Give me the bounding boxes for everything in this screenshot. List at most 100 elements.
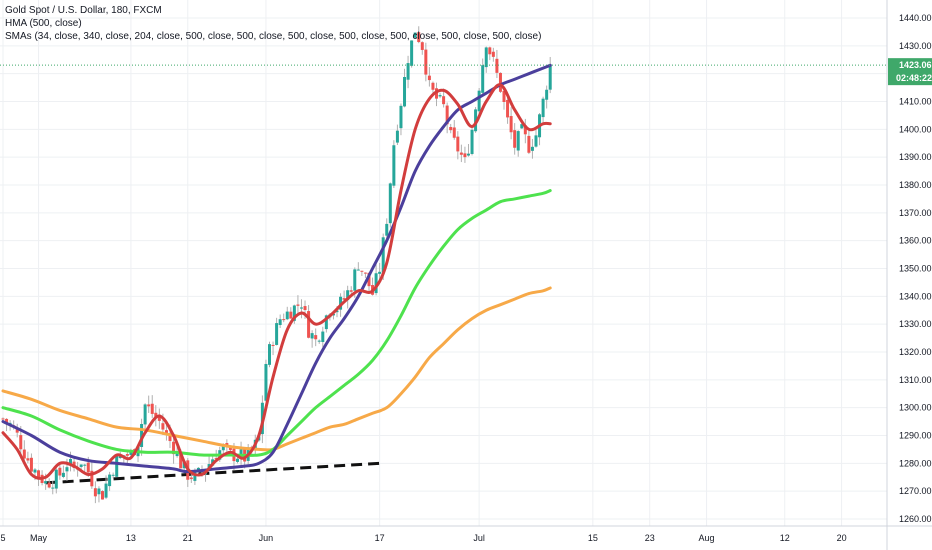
time-tick-label: 15 [588,533,598,543]
candle-up [395,130,399,143]
candle-down [445,105,449,125]
price-tick-label: 1440.00 [899,13,932,23]
candle-up [353,269,357,291]
candle-down [154,412,158,418]
candle-down [58,467,62,476]
candle-down [527,135,531,153]
candle-down [100,491,104,500]
candle-up [69,458,73,466]
candle-up [324,315,328,330]
candle-up [83,464,87,466]
candle-up [406,63,410,80]
candle-down [498,72,502,92]
trendline [45,461,380,485]
candle-down [513,130,517,148]
candle-up [33,469,37,473]
candle-up [104,483,108,498]
candle-down [19,435,23,450]
price-tick-label: 1310.00 [899,375,932,385]
price-tick-label: 1300.00 [899,403,932,413]
candle-up [111,474,115,476]
candle-up [541,98,545,118]
candle-down [179,452,183,469]
candle-up [356,269,360,271]
candle-down [93,488,97,497]
candle-up [239,449,243,459]
candle-up [545,89,549,100]
price-tick-label: 1360.00 [899,236,932,246]
candle-down [172,441,176,455]
candle-down [29,457,33,472]
candle-up [399,105,403,129]
time-tick-label: 12 [780,533,790,543]
price-tick-label: 1380.00 [899,180,932,190]
candle-down [523,125,527,135]
price-tick-label: 1400.00 [899,124,932,134]
candle-down [150,403,154,414]
candle-down [90,470,94,487]
candle-up [381,237,385,273]
candle-down [303,306,307,310]
candles-layer [1,26,552,504]
candle-down [147,404,151,407]
candle-up [285,311,289,320]
series-line-0 [1,83,552,480]
candle-down [5,418,9,423]
candle-down [349,290,353,292]
candle-up [51,487,55,489]
time-axis[interactable]: 5 May 13 21 Jun 17 Jul 15 23 Aug 12 20 [0,533,846,543]
candle-down [363,272,367,274]
candle-up [193,471,197,481]
candle-up [143,404,147,425]
price-tick-label: 1350.00 [899,264,932,274]
candle-up [477,90,481,112]
candle-up [54,469,58,489]
candle-up [108,474,112,487]
candle-down [271,344,275,346]
trendline-layer [45,461,380,485]
candle-down [420,42,424,50]
candle-up [79,464,83,467]
candle-up [236,458,240,462]
candle-down [225,443,229,446]
candle-up [310,333,314,339]
candle-up [378,271,382,274]
candle-up [335,310,339,313]
price-axis[interactable]: 1260.00 1270.00 1280.00 1290.00 1300.00 1310.… [899,13,932,524]
candle-down [296,304,300,306]
price-tick-label: 1270.00 [899,486,932,496]
candle-down [495,58,499,73]
candle-up [321,331,325,342]
candle-up [221,445,225,451]
candle-up [115,455,119,477]
time-tick-label: Jun [259,533,274,543]
candle-up [481,65,485,93]
candle-up [548,64,552,90]
candle-up [410,40,414,66]
price-tick-label: 1370.00 [899,208,932,218]
price-tick-label: 1330.00 [899,319,932,329]
candle-down [164,430,168,433]
time-tick-label: May [30,533,48,543]
price-tick-label: 1340.00 [899,291,932,301]
price-tick-label: 1280.00 [899,458,932,468]
series-line-2 [1,189,552,457]
candle-down [488,47,492,55]
price-tick-label: 1320.00 [899,347,932,357]
candle-up [516,131,520,151]
candle-up [44,481,48,484]
candle-up [278,319,282,326]
candle-up [267,344,271,365]
price-tick-label: 1290.00 [899,431,932,441]
candle-up [484,47,488,68]
time-tick-label: 23 [645,533,655,543]
candle-down [463,153,467,158]
candle-down [456,136,460,152]
time-tick-label: Aug [699,533,715,543]
candle-down [452,127,456,138]
candle-down [157,414,161,421]
candle-up [470,129,474,154]
candle-up [438,95,442,97]
price-tick-label: 1430.00 [899,41,932,51]
